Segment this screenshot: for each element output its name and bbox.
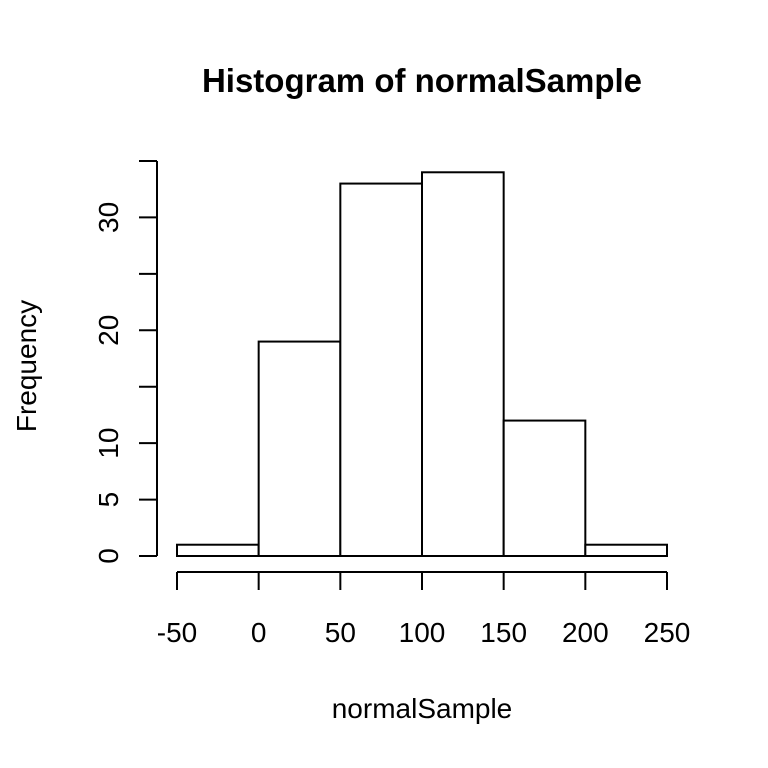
y-axis: 0 5 10 20 30 bbox=[93, 160, 158, 564]
x-axis-label: normalSample bbox=[332, 693, 513, 724]
y-axis-label: Frequency bbox=[11, 300, 42, 432]
histogram-bar bbox=[339, 182, 424, 557]
bars-group bbox=[176, 171, 668, 558]
x-tick-label: 0 bbox=[251, 617, 267, 648]
x-tick-label: 200 bbox=[562, 617, 609, 648]
histogram-bar bbox=[502, 419, 587, 558]
x-tick-label: 50 bbox=[325, 617, 356, 648]
x-axis: -50 0 50 100 150 200 250 bbox=[157, 571, 691, 648]
x-tick-label: -50 bbox=[157, 617, 197, 648]
histogram-bar bbox=[176, 543, 260, 558]
x-tick-label: 100 bbox=[399, 617, 446, 648]
y-tick-label: 20 bbox=[93, 315, 124, 346]
y-tick-label: 0 bbox=[93, 548, 124, 564]
y-tick-label: 30 bbox=[93, 202, 124, 233]
y-tick-label: 5 bbox=[93, 492, 124, 508]
histogram-bar bbox=[584, 543, 668, 558]
x-tick-label: 150 bbox=[480, 617, 527, 648]
chart-title: Histogram of normalSample bbox=[202, 62, 642, 99]
x-tick-label: 250 bbox=[644, 617, 691, 648]
y-tick-label: 10 bbox=[93, 428, 124, 459]
histogram-bar bbox=[257, 340, 342, 558]
histogram-bar bbox=[421, 171, 505, 558]
